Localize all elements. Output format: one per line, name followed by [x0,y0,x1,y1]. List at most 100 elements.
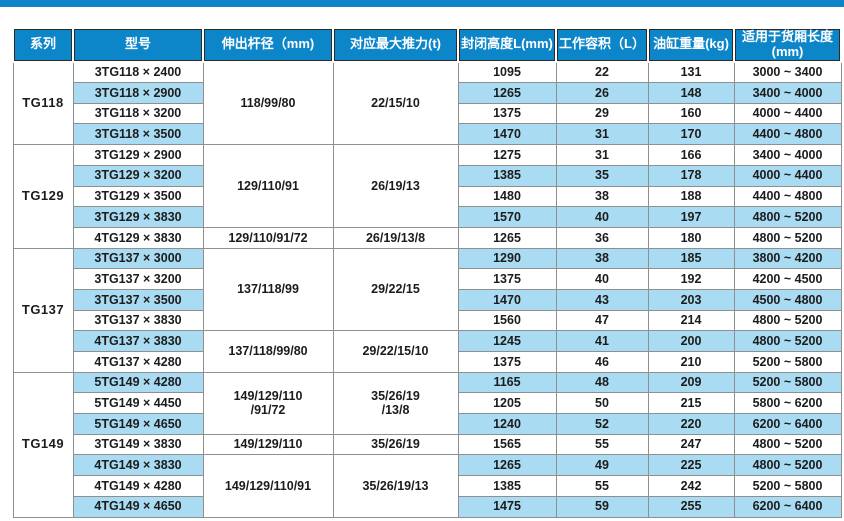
cargo-length-range-cell: 4400 ~ 4800 [733,185,842,208]
cylinder-weight-cell: 220 [647,413,735,435]
table-row: 4TG129 × 3830 129/110/91/72 26/19/13/8 1265… [13,226,842,249]
max-thrust-cell: 35/26/19 /13/8 [332,371,459,435]
model-cell: 3TG137 × 3500 [72,288,204,311]
model-cell: 3TG137 × 3200 [72,268,204,290]
closed-height-cell: 1265 [457,454,557,477]
header-cell-0: 系列 [12,27,74,63]
model-cell: 4TG129 × 3830 [72,226,204,249]
closed-height-cell: 1470 [457,123,557,146]
cargo-length-range-cell: 5200 ~ 5800 [733,371,842,394]
working-volume-cell: 50 [555,392,649,415]
rod-diameter-cell: 149/129/110 [202,433,334,456]
table-row: 3TG118 × 2900 1265 26 148 3400 ~ 4000 [13,82,842,104]
closed-height-cell: 1480 [457,185,557,208]
table-row: TG118 3TG118 × 2400 118/99/80 22/15/10 1095 2… [12,61,842,146]
cargo-length-range-cell: 4500 ~ 4800 [733,288,842,311]
table-row: TG137 3TG137 × 3000 137/118/99 29/22/15 1290… [12,247,842,373]
cylinder-weight-cell: 210 [647,351,735,373]
rod-diameter-cell: 129/110/91/72 [202,226,334,249]
rod-diameter-cell: 137/118/99 [202,247,334,332]
top-accent-strip [0,0,844,7]
working-volume-cell: 31 [555,144,649,166]
header-cell-4: 封闭高度L(mm) [457,27,557,63]
cargo-length-range-cell: 4800 ~ 5200 [733,330,842,352]
header-cell-7: 适用于货厢长度 (mm) [733,27,842,63]
model-cell: 3TG137 × 3830 [72,309,204,332]
working-volume-cell: 35 [555,164,649,187]
closed-height-cell: 1245 [457,330,557,352]
cargo-length-range-cell: 4800 ~ 5200 [733,433,842,456]
cargo-length-range-cell: 5200 ~ 5800 [733,475,842,497]
closed-height-cell: 1470 [457,288,557,311]
cylinder-weight-cell: 166 [647,144,735,166]
cylinder-weight-cell: 255 [647,495,735,518]
table-row: 5TG149 × 4650 1240 52 220 6200 ~ 6400 [13,413,842,435]
max-thrust-cell: 35/26/19 [332,433,459,456]
cylinder-weight-cell: 185 [647,247,735,270]
header-cell-5: 工作容积（L） [555,27,649,63]
table-row: 3TG129 × 3830 1570 40 197 4800 ~ 5200 [13,206,842,228]
table-row: 3TG118 × 3200 1375 29 160 4000 ~ 4400 [13,102,842,125]
cylinder-weight-cell: 160 [647,102,735,125]
model-cell: 3TG129 × 3200 [72,164,204,187]
working-volume-cell: 40 [555,268,649,290]
working-volume-cell: 40 [555,206,649,228]
cargo-length-range-cell: 6200 ~ 6400 [733,495,842,518]
cylinder-weight-cell: 247 [647,433,735,456]
spec-table-header: 系列 型号 伸出杆径（mm) 对应最大推力(t) 封闭高度L(mm) 工作容积（L） 油缸重… [12,27,842,63]
rod-diameter-cell: 149/129/110 /91/72 [202,371,334,435]
rod-diameter-cell: 149/129/110/91 [202,454,334,518]
working-volume-cell: 48 [555,371,649,394]
cylinder-weight-cell: 192 [647,268,735,290]
working-volume-cell: 46 [555,351,649,373]
cargo-length-range-cell: 3000 ~ 3400 [733,61,842,84]
model-cell: 4TG137 × 3830 [72,330,204,352]
model-cell: 3TG149 × 3830 [72,433,204,456]
series-cell-TG129: TG129 [12,144,74,249]
cylinder-weight-cell: 215 [647,392,735,415]
cargo-length-range-cell: 4000 ~ 4400 [733,164,842,187]
cargo-length-range-cell: 3800 ~ 4200 [733,247,842,270]
table-row: 4TG149 × 3830 149/129/110/91 35/26/19/13 12… [13,454,842,518]
closed-height-cell: 1265 [457,82,557,104]
model-cell: 3TG118 × 2400 [72,61,204,84]
working-volume-cell: 47 [555,309,649,332]
cargo-length-range-cell: 5200 ~ 5800 [733,351,842,373]
working-volume-cell: 36 [555,226,649,249]
cargo-length-range-cell: 4800 ~ 5200 [733,309,842,332]
rod-diameter-cell: 129/110/91 [202,144,334,228]
table-row: 3TG129 × 3200 1385 35 178 4000 ~ 4400 [13,164,842,187]
closed-height-cell: 1375 [457,351,557,373]
max-thrust-cell: 29/22/15/10 [332,330,459,373]
cargo-length-range-cell: 4000 ~ 4400 [733,102,842,125]
closed-height-cell: 1565 [457,433,557,456]
cargo-length-range-cell: 5800 ~ 6200 [733,392,842,415]
cylinder-weight-cell: 170 [647,123,735,146]
table-row: TG149 5TG149 × 4280 149/129/110 /91/72 35/2… [12,371,842,518]
max-thrust-cell: 22/15/10 [332,61,459,146]
table-row: 4TG137 × 4280 1375 46 210 5200 ~ 5800 [13,351,842,373]
working-volume-cell: 59 [555,495,649,518]
closed-height-cell: 1165 [457,371,557,394]
model-cell: 4TG149 × 4280 [72,475,204,497]
cylinder-weight-cell: 203 [647,288,735,311]
model-cell: 3TG118 × 3500 [72,123,204,146]
header-cell-6: 油缸重量(kg) [647,27,735,63]
model-cell: 4TG137 × 4280 [72,351,204,373]
cargo-length-range-cell: 3400 ~ 4000 [733,144,842,166]
header-row: 系列 型号 伸出杆径（mm) 对应最大推力(t) 封闭高度L(mm) 工作容积（L） 油缸重… [12,27,842,63]
table-row: 3TG137 × 3200 1375 40 192 4200 ~ 4500 [13,268,842,290]
max-thrust-cell: 26/19/13/8 [332,226,459,249]
working-volume-cell: 55 [555,475,649,497]
working-volume-cell: 38 [555,247,649,270]
model-cell: 5TG149 × 4280 [72,371,204,394]
working-volume-cell: 43 [555,288,649,311]
header-cell-1: 型号 [72,27,204,63]
cylinder-weight-cell: 188 [647,185,735,208]
series-cell-TG118: TG118 [12,61,74,146]
working-volume-cell: 41 [555,330,649,352]
model-cell: 4TG149 × 3830 [72,454,204,477]
cargo-length-range-cell: 4800 ~ 5200 [733,226,842,249]
model-cell: 5TG149 × 4450 [72,392,204,415]
model-cell: 3TG118 × 2900 [72,82,204,104]
